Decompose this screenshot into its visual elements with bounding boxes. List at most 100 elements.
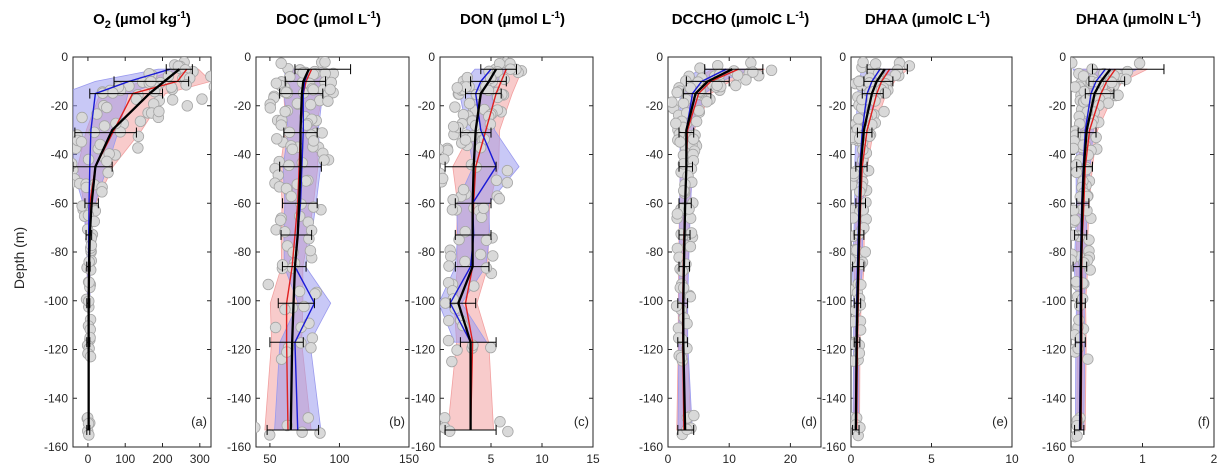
y-tick-label: 0 <box>244 50 251 64</box>
sample-point <box>1102 97 1114 109</box>
sample-point <box>690 115 703 128</box>
y-tick-label: -120 <box>1042 343 1066 357</box>
sample-point <box>745 57 757 69</box>
y-tick-label: -20 <box>646 99 664 113</box>
sample-point <box>1060 69 1071 80</box>
y-tick-label: -40 <box>829 148 847 162</box>
sample-point <box>264 102 276 114</box>
sample-point <box>322 95 334 107</box>
sample-point <box>428 428 439 439</box>
y-tick-label: -80 <box>829 245 847 259</box>
sample-point <box>869 58 882 70</box>
y-tick-label: -20 <box>51 99 69 113</box>
sample-point <box>262 278 274 291</box>
sample-point <box>298 300 310 313</box>
sample-point <box>134 115 147 128</box>
y-tick-label: -20 <box>418 99 436 113</box>
title-end: ) <box>804 11 809 28</box>
y-tick-label: -100 <box>227 294 251 308</box>
x-tick-label: 200 <box>152 452 172 466</box>
sample-point <box>296 426 308 438</box>
y-tick-label: -80 <box>418 245 436 259</box>
sample-point <box>85 239 98 252</box>
sample-point <box>453 233 465 246</box>
sample-point <box>303 317 315 329</box>
y-tick-label: -60 <box>234 196 252 210</box>
panel-c: DON (µmol L-1) 0 -20 -40 -60 -80 -100 -120 -140 -… <box>411 10 600 466</box>
sample-point <box>98 120 111 132</box>
sample-point <box>319 57 331 68</box>
sample-point <box>668 96 678 108</box>
title-main: DON (µmol L <box>460 11 551 28</box>
y-tick-label: -100 <box>1042 294 1066 308</box>
y-tick-label: -80 <box>646 245 664 259</box>
sample-point <box>91 108 103 120</box>
y-tick-label: -20 <box>1049 99 1067 113</box>
panel-e: DHAA (µmolC L-1) 0 -20 -40 -60 -80 -100 -120 -14… <box>822 10 1019 466</box>
y-tick-label: -140 <box>639 391 663 405</box>
sample-point <box>903 60 916 72</box>
sample-point <box>684 240 697 253</box>
sample-point <box>442 334 455 347</box>
title-subscript: 2 <box>105 19 111 31</box>
y-tick-label: -60 <box>51 196 69 210</box>
sample-point <box>878 105 890 118</box>
y-tick-label: -100 <box>822 294 846 308</box>
sample-point <box>502 425 514 438</box>
sample-point <box>440 297 452 309</box>
sample-point <box>305 342 317 354</box>
panel-title: DON (µmol L-1) <box>460 10 565 28</box>
x-tick-label: 15 <box>586 452 600 466</box>
panel-label: (b) <box>389 414 405 429</box>
sample-point <box>765 64 778 76</box>
y-tick-label: -20 <box>829 99 847 113</box>
y-tick-label: -100 <box>44 294 68 308</box>
title-superscript: -1 <box>976 10 985 21</box>
sample-point <box>279 303 291 316</box>
title-end: ) <box>376 11 381 28</box>
sample-point <box>271 133 283 145</box>
title-superscript: -1 <box>177 10 186 21</box>
sample-point <box>440 172 449 185</box>
sample-point <box>1073 314 1085 326</box>
sample-point <box>101 155 113 168</box>
sample-point <box>1120 73 1132 85</box>
panel-title: DOC (µmol L-1) <box>276 10 381 28</box>
title-main: DHAA (µmolN L <box>1076 11 1187 28</box>
sample-point <box>181 100 193 112</box>
y-tick-label: 0 <box>839 50 846 64</box>
sample-point <box>284 71 296 83</box>
panel-title: DCCHO (µmolC L-1) <box>672 10 810 28</box>
sample-point <box>1082 353 1094 365</box>
y-tick-label: -120 <box>227 343 251 357</box>
y-tick-label: 0 <box>61 50 68 64</box>
sample-point <box>688 409 700 422</box>
sample-point <box>480 262 493 274</box>
title-end: ) <box>985 11 990 28</box>
sample-point <box>879 87 892 99</box>
sample-point <box>307 135 320 147</box>
x-tick-label: 5 <box>488 452 495 466</box>
sample-point <box>701 96 713 108</box>
y-tick-label: -120 <box>44 343 68 357</box>
sample-point <box>459 134 472 146</box>
sample-point <box>307 84 319 96</box>
sample-point <box>205 70 211 83</box>
y-axis-label: Depth (m) <box>11 227 27 289</box>
sample-point <box>166 94 179 106</box>
x-tick-label: 100 <box>115 452 135 466</box>
sample-point <box>279 105 291 118</box>
y-tick-label: 0 <box>428 50 435 64</box>
sample-point <box>670 117 682 130</box>
title-main: DOC (µmol L <box>276 11 367 28</box>
sample-point <box>857 57 869 69</box>
sample-point <box>859 246 872 258</box>
sample-point <box>306 332 319 344</box>
y-tick-label: -80 <box>51 245 69 259</box>
sample-point <box>304 244 317 257</box>
sample-point <box>487 250 499 262</box>
x-tick-label: 10 <box>1005 452 1019 466</box>
panel-label: (d) <box>801 414 817 429</box>
title-mid: (µmol kg <box>111 11 177 28</box>
